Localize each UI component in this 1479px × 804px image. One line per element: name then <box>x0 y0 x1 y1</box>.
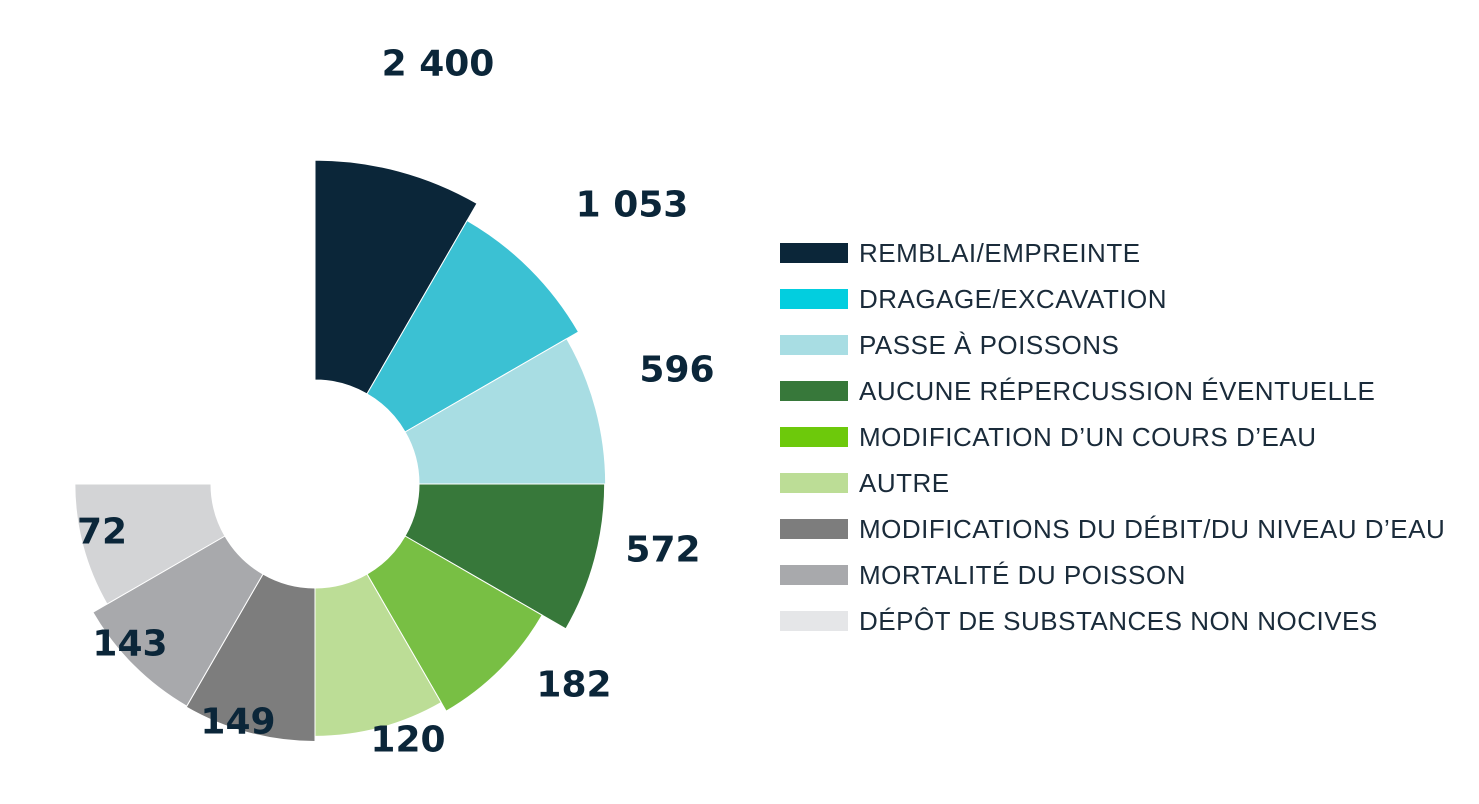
segment-9 <box>74 483 226 605</box>
legend-label: MODIFICATION D’UN COURS D’EAU <box>859 421 1317 452</box>
legend-item-3: PASSE À POISSONS <box>780 322 1460 368</box>
chart-value-labels: 2 400 1 053 596 572 182 120 149 143 72 <box>77 44 715 761</box>
legend-label: DRAGAGE/EXCAVATION <box>859 283 1168 314</box>
legend-swatch <box>780 243 848 263</box>
legend-item-7: MODIFICATIONS DU DÉBIT/DU NIVEAU D’EAU <box>780 506 1460 552</box>
legend: REMBLAI/EMPREINTE DRAGAGE/EXCAVATION PASSE… <box>780 230 1460 644</box>
legend-label: AUCUNE RÉPERCUSSION ÉVENTUELLE <box>859 375 1376 406</box>
legend-item-6: AUTRE <box>780 460 1460 506</box>
value-label-2: 1 053 <box>576 185 689 226</box>
legend-item-4: AUCUNE RÉPERCUSSION ÉVENTUELLE <box>780 368 1460 414</box>
legend-item-8: MORTALITÉ DU POISSON <box>780 552 1460 598</box>
legend-swatch <box>780 565 848 585</box>
legend-swatch <box>780 473 848 493</box>
polar-bar-chart: 2 400 1 053 596 572 182 120 149 143 72 <box>74 44 715 761</box>
chart-segments <box>74 159 607 743</box>
segment-7 <box>185 573 316 743</box>
value-label-8: 143 <box>92 624 167 665</box>
legend-swatch <box>780 381 848 401</box>
value-label-9: 72 <box>77 512 127 553</box>
legend-label: AUTRE <box>859 467 950 498</box>
legend-label: DÉPÔT DE SUBSTANCES NON NOCIVES <box>859 605 1378 636</box>
legend-item-2: DRAGAGE/EXCAVATION <box>780 276 1460 322</box>
legend-label: MORTALITÉ DU POISSON <box>859 559 1186 590</box>
legend-swatch <box>780 289 848 309</box>
legend-swatch <box>780 427 848 447</box>
legend-label: PASSE À POISSONS <box>859 329 1120 360</box>
value-label-5: 182 <box>536 665 611 706</box>
value-label-3: 596 <box>639 350 714 391</box>
legend-item-9: DÉPÔT DE SUBSTANCES NON NOCIVES <box>780 598 1460 644</box>
legend-item-1: REMBLAI/EMPREINTE <box>780 230 1460 276</box>
segment-5 <box>366 535 543 712</box>
segment-8 <box>92 535 264 707</box>
value-label-7: 149 <box>200 702 275 743</box>
value-label-4: 572 <box>625 530 700 571</box>
legend-item-5: MODIFICATION D’UN COURS D’EAU <box>780 414 1460 460</box>
legend-label: MODIFICATIONS DU DÉBIT/DU NIVEAU D’EAU <box>859 513 1446 544</box>
segment-2 <box>366 219 580 433</box>
legend-swatch <box>780 335 848 355</box>
segment-1 <box>314 159 478 395</box>
legend-swatch <box>780 611 848 631</box>
value-label-6: 120 <box>370 720 445 761</box>
value-label-1: 2 400 <box>382 44 495 85</box>
segment-3 <box>404 337 607 485</box>
legend-swatch <box>780 519 848 539</box>
legend-label: REMBLAI/EMPREINTE <box>859 237 1141 268</box>
segment-4 <box>404 483 606 630</box>
